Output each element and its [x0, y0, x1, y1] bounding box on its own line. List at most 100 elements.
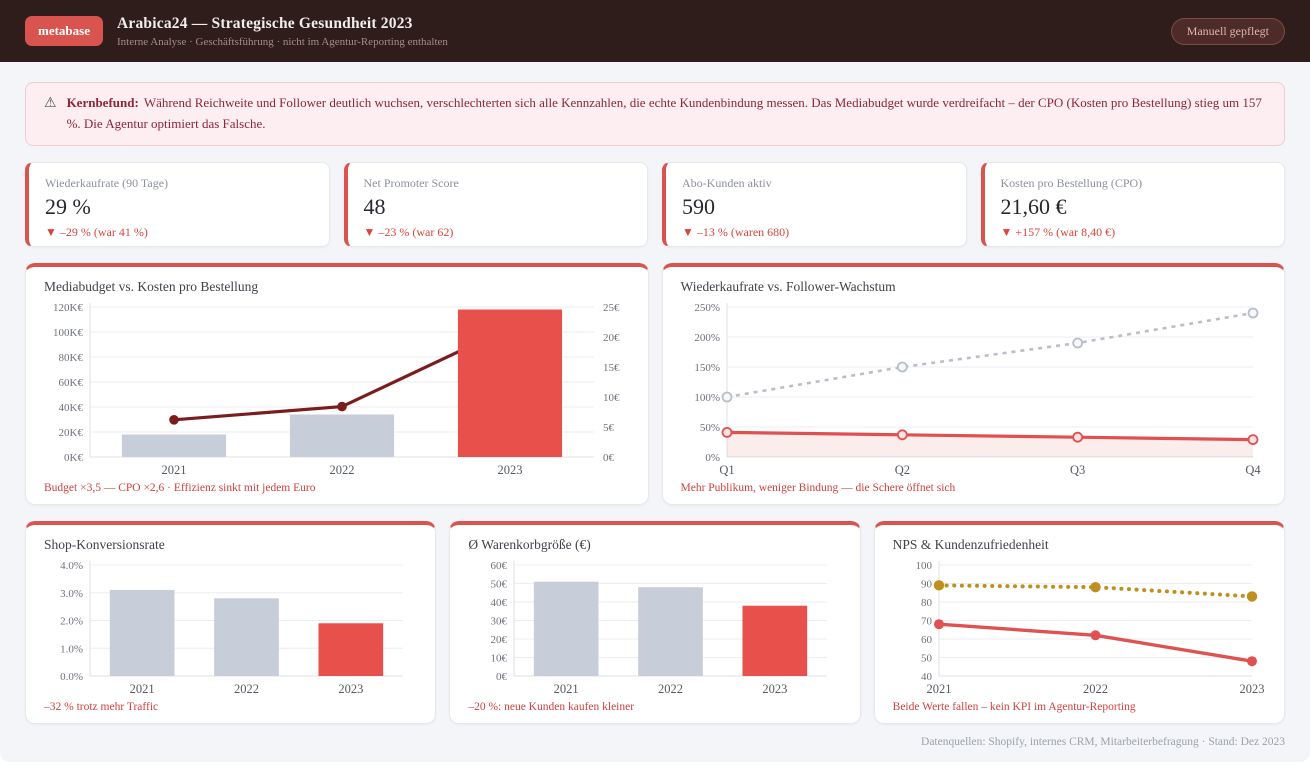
chart-title: Ø Warenkorbgröße (€)	[468, 536, 591, 552]
line-chart-canvas[interactable]: 40 50 60 70 80 90 100 2021 2022 2023	[893, 557, 1266, 698]
chart-footnote: –32 % trotz mehr Traffic	[44, 700, 159, 713]
svg-text:2022: 2022	[234, 682, 259, 696]
svg-text:Q2: Q2	[894, 463, 909, 477]
chart-plot: 40 50 60 70 80 90 100 2021 2022 2023	[893, 557, 1266, 698]
svg-text:40: 40	[921, 671, 933, 683]
kpi-card-nps[interactable]: Net Promoter Score 48 ▼ –23 % (war 62)	[343, 161, 648, 247]
svg-text:2021: 2021	[926, 682, 951, 696]
kpi-label: Wiederkaufrate (90 Tage)	[45, 175, 169, 190]
svg-text:200%: 200%	[694, 332, 720, 344]
chart-plot: 0K€ 20K€ 40K€ 60K€ 80K€ 100K€ 120K€ 0€ 5€ 10€ 15€ 2…	[44, 299, 630, 479]
chart-title: Wiederkaufrate vs. Follower-Wachstum	[680, 278, 896, 294]
chart-footnote: Beide Werte fallen – kein KPI im Agentur…	[892, 700, 1136, 713]
svg-text:5€: 5€	[603, 422, 615, 434]
chart-card-mediabudget-cpo[interactable]: Mediabudget vs. Kosten pro Bestellung 0K…	[25, 262, 649, 505]
svg-text:2023: 2023	[338, 682, 363, 696]
kpi-label: Kosten pro Bestellung (CPO)	[1000, 175, 1143, 190]
svg-text:2023: 2023	[763, 682, 788, 696]
svg-text:150%: 150%	[694, 362, 720, 374]
svg-text:Q3: Q3	[1070, 463, 1085, 477]
chart-card-wiederkauf-follower[interactable]: Wiederkaufrate vs. Follower-Wachstum 0% 5…	[661, 262, 1285, 505]
key-finding-label: Kernbefund:	[66, 95, 139, 110]
svg-text:40€: 40€	[491, 597, 508, 609]
kpi-row: Wiederkaufrate (90 Tage) 29 % ▼ –29 % (w…	[25, 161, 1285, 247]
svg-text:60€: 60€	[491, 560, 508, 572]
kpi-delta: ▼ +157 % (war 8,40 €)	[1000, 224, 1116, 239]
kpi-label: Net Promoter Score	[363, 175, 459, 190]
kpi-value: 29 %	[45, 193, 91, 219]
curation-badge: Manuell gepflegt	[1170, 17, 1285, 45]
svg-text:Q1: Q1	[719, 463, 734, 477]
chart-title: Shop-Konversionsrate	[44, 536, 165, 552]
svg-text:20€: 20€	[491, 634, 508, 646]
chart-card-konversionsrate[interactable]: Shop-Konversionsrate 0.0% 1.0% 2.0% 3.0% 4.0…	[25, 520, 437, 724]
chart-title: NPS & Kundenzufriedenheit	[892, 536, 1049, 552]
dashboard-content: ⚠ Kernbefund: Während Reichweite und Fol…	[0, 62, 1310, 762]
title-block: Arabica24 — Strategische Gesundheit 2023…	[117, 15, 448, 48]
svg-text:2021: 2021	[162, 463, 187, 477]
bar-chart-canvas[interactable]: 0.0% 1.0% 2.0% 3.0% 4.0% 2021 2022 2023	[44, 557, 417, 698]
kpi-delta: ▼ –23 % (war 62)	[363, 224, 454, 239]
warning-icon: ⚠	[44, 96, 57, 111]
svg-text:1.0%: 1.0%	[60, 643, 83, 655]
kpi-value: 590	[682, 193, 715, 219]
svg-text:40K€: 40K€	[59, 402, 84, 414]
svg-text:0.0%: 0.0%	[60, 671, 83, 683]
svg-text:60K€: 60K€	[59, 377, 84, 389]
svg-text:20€: 20€	[603, 332, 620, 344]
chart-footnote: Budget ×3,5 — CPO ×2,6 · Effizienz sinkt…	[44, 481, 316, 494]
svg-text:50€: 50€	[491, 578, 508, 590]
charts-row-main: Mediabudget vs. Kosten pro Bestellung 0K…	[25, 262, 1285, 505]
svg-text:10€: 10€	[491, 652, 508, 664]
svg-text:30€: 30€	[491, 615, 508, 627]
kpi-card-abo-kunden[interactable]: Abo-Kunden aktiv 590 ▼ –13 % (waren 680)	[662, 161, 967, 247]
app-header: metabase Arabica24 — Strategische Gesund…	[0, 0, 1310, 62]
svg-text:25€: 25€	[603, 302, 620, 314]
chart-plot: 0€ 10€ 20€ 30€ 40€ 50€ 60€ 2021 2022 2023	[468, 557, 841, 698]
svg-text:250%: 250%	[694, 302, 720, 314]
metabase-logo[interactable]: metabase	[25, 16, 103, 46]
charts-row-small: Shop-Konversionsrate 0.0% 1.0% 2.0% 3.0% 4.0…	[25, 520, 1285, 724]
kpi-card-wiederkaufrate[interactable]: Wiederkaufrate (90 Tage) 29 % ▼ –29 % (w…	[25, 161, 330, 247]
svg-text:100%: 100%	[694, 392, 720, 404]
svg-text:120K€: 120K€	[53, 302, 83, 314]
svg-text:50%: 50%	[699, 422, 719, 434]
svg-text:2022: 2022	[658, 682, 683, 696]
chart-footnote: –20 %: neue Kunden kaufen kleiner	[468, 700, 635, 713]
kpi-value: 21,60 €	[1000, 193, 1067, 219]
svg-text:0K€: 0K€	[64, 452, 83, 464]
svg-text:3.0%: 3.0%	[60, 587, 83, 599]
line-chart-canvas[interactable]: 0% 50% 100% 150% 200% 250% Q1 Q2 Q3 Q4	[681, 299, 1267, 479]
page-title: Arabica24 — Strategische Gesundheit 2023	[117, 14, 413, 32]
svg-text:Q4: Q4	[1245, 463, 1261, 477]
svg-text:0€: 0€	[603, 452, 615, 464]
kpi-card-cpo[interactable]: Kosten pro Bestellung (CPO) 21,60 € ▼ +1…	[980, 161, 1285, 247]
svg-text:70: 70	[921, 615, 933, 627]
chart-footnote: Mehr Publikum, weniger Bindung — die Sch…	[680, 481, 956, 494]
chart-card-warenkorb[interactable]: Ø Warenkorbgröße (€) 0€ 10€ 20€ 30€ 40€ 50€ 60…	[449, 520, 861, 724]
kpi-delta: ▼ –13 % (waren 680)	[682, 224, 790, 239]
chart-plot: 0.0% 1.0% 2.0% 3.0% 4.0% 2021 2022 2023	[44, 557, 417, 698]
chart-plot: 0% 50% 100% 150% 200% 250% Q1 Q2 Q3 Q4	[681, 299, 1267, 479]
svg-text:80K€: 80K€	[59, 352, 84, 364]
svg-text:20K€: 20K€	[59, 427, 84, 439]
kpi-value: 48	[363, 193, 386, 219]
combo-chart-canvas[interactable]: 0K€ 20K€ 40K€ 60K€ 80K€ 100K€ 120K€ 0€ 5€ 10€ 15€ 2…	[44, 299, 630, 479]
key-finding-text: Kernbefund: Während Reichweite und Follo…	[66, 95, 1262, 131]
svg-text:90: 90	[921, 578, 933, 590]
svg-text:100: 100	[915, 560, 932, 572]
svg-text:80: 80	[921, 597, 933, 609]
svg-text:0€: 0€	[496, 671, 508, 683]
svg-text:2023: 2023	[1239, 682, 1264, 696]
svg-text:2022: 2022	[1083, 682, 1108, 696]
svg-text:0%: 0%	[705, 452, 720, 464]
data-sources-note: Datenquellen: Shopify, internes CRM, Mit…	[921, 735, 1285, 748]
bar-chart-canvas[interactable]: 0€ 10€ 20€ 30€ 40€ 50€ 60€ 2021 2022 2023	[468, 557, 841, 698]
svg-text:2023: 2023	[498, 463, 523, 477]
chart-title: Mediabudget vs. Kosten pro Bestellung	[44, 278, 259, 294]
header-left: metabase Arabica24 — Strategische Gesund…	[25, 15, 448, 48]
chart-card-nps-zufriedenheit[interactable]: NPS & Kundenzufriedenheit 40 50 60 70 80 90 10…	[873, 520, 1285, 724]
svg-text:10€: 10€	[603, 392, 620, 404]
svg-text:15€: 15€	[603, 362, 620, 374]
svg-text:4.0%: 4.0%	[60, 560, 83, 572]
